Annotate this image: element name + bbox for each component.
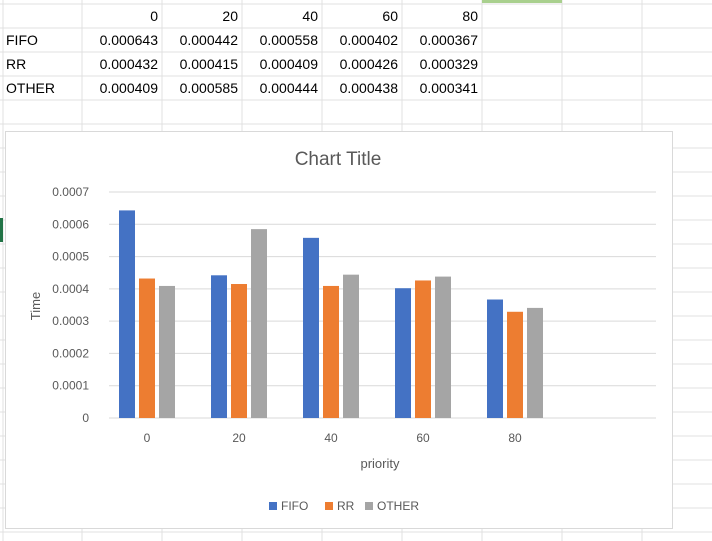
x-tick-label: 0 bbox=[144, 431, 151, 445]
chart-legend[interactable]: FIFO RR OTHER bbox=[269, 499, 419, 513]
legend-swatch-rr bbox=[325, 502, 333, 510]
y-tick-label: 0.0005 bbox=[52, 250, 89, 264]
data-cell[interactable]: 0.000409 bbox=[259, 56, 318, 72]
header-cell[interactable]: 60 bbox=[382, 8, 398, 24]
data-cell[interactable]: 0.000426 bbox=[339, 56, 398, 72]
data-cell[interactable]: 0.000442 bbox=[179, 32, 238, 48]
y-axis-ticks: 0 0.0001 0.0002 0.0003 0.0004 0.0005 0.0006 0.0… bbox=[52, 185, 89, 425]
bar-rr-20[interactable] bbox=[231, 284, 247, 418]
y-tick-label: 0.0004 bbox=[52, 282, 89, 296]
header-cell[interactable]: 80 bbox=[462, 8, 478, 24]
x-tick-label: 20 bbox=[232, 431, 246, 445]
data-cell[interactable]: 0.000341 bbox=[419, 80, 478, 96]
header-cell[interactable]: 20 bbox=[222, 8, 238, 24]
header-cell[interactable]: 40 bbox=[302, 8, 318, 24]
chart-canvas: Chart Title priority Time 00.00010.00020… bbox=[28, 149, 656, 513]
data-cell[interactable]: 0.000432 bbox=[99, 56, 158, 72]
legend-label-fifo[interactable]: FIFO bbox=[281, 499, 308, 513]
chart-gridlines bbox=[109, 191, 656, 419]
bar-rr-60[interactable] bbox=[415, 280, 431, 418]
y-tick-label: 0 bbox=[82, 411, 89, 425]
legend-label-other[interactable]: OTHER bbox=[377, 499, 419, 513]
data-cell[interactable]: 0.000409 bbox=[99, 80, 158, 96]
data-cell[interactable]: 0.000558 bbox=[259, 32, 318, 48]
bar-other-40[interactable] bbox=[343, 274, 359, 418]
header-cell[interactable]: 0 bbox=[150, 8, 158, 24]
y-tick-label: 0.0007 bbox=[52, 185, 89, 199]
x-tick-label: 60 bbox=[416, 431, 430, 445]
x-tick-label: 80 bbox=[508, 431, 522, 445]
y-tick-label: 0.0006 bbox=[52, 217, 89, 231]
bar-fifo-80[interactable] bbox=[487, 299, 503, 418]
bar-other-60[interactable] bbox=[435, 276, 451, 418]
bar-other-80[interactable] bbox=[527, 307, 543, 418]
bar-fifo-0[interactable] bbox=[119, 210, 135, 418]
active-row-marker bbox=[0, 218, 3, 242]
bar-rr-0[interactable] bbox=[139, 278, 155, 418]
legend-swatch-other bbox=[365, 502, 373, 510]
bar-fifo-40[interactable] bbox=[303, 237, 319, 418]
chart-bars bbox=[119, 210, 543, 418]
y-axis-label[interactable]: Time bbox=[28, 292, 43, 320]
data-cell[interactable]: 0.000367 bbox=[419, 32, 478, 48]
bar-rr-40[interactable] bbox=[323, 285, 339, 418]
data-cell[interactable]: 0.000402 bbox=[339, 32, 398, 48]
legend-swatch-fifo bbox=[269, 502, 277, 510]
bar-other-0[interactable] bbox=[159, 285, 175, 418]
data-cell[interactable]: 0.000444 bbox=[259, 80, 318, 96]
data-cell[interactable]: 0.000585 bbox=[179, 80, 238, 96]
data-cell[interactable]: 0.000329 bbox=[419, 56, 478, 72]
legend-label-rr[interactable]: RR bbox=[337, 499, 355, 513]
y-tick-label: 0.0003 bbox=[52, 314, 89, 328]
bar-fifo-20[interactable] bbox=[211, 275, 227, 418]
data-cell[interactable]: 0.000643 bbox=[99, 32, 158, 48]
row-label[interactable]: FIFO bbox=[6, 32, 38, 48]
y-tick-label: 0.0002 bbox=[52, 346, 89, 360]
chart-title[interactable]: Chart Title bbox=[295, 149, 382, 170]
data-cell[interactable]: 0.000415 bbox=[179, 56, 238, 72]
selected-column-marker bbox=[482, 0, 562, 3]
row-label[interactable]: RR bbox=[6, 56, 27, 72]
x-axis-label[interactable]: priority bbox=[360, 456, 400, 471]
row-label[interactable]: OTHER bbox=[6, 80, 55, 96]
x-axis-ticks: 0 20 40 60 80 bbox=[144, 431, 522, 445]
bar-chart[interactable]: Chart Title priority Time 0 0.0001 0.0002 0… bbox=[5, 131, 673, 529]
bar-other-20[interactable] bbox=[251, 229, 267, 418]
bar-fifo-60[interactable] bbox=[395, 288, 411, 418]
x-tick-label: 40 bbox=[324, 431, 338, 445]
bar-rr-80[interactable] bbox=[507, 311, 523, 418]
y-tick-label: 0.0001 bbox=[52, 379, 89, 393]
data-cell[interactable]: 0.000438 bbox=[339, 80, 398, 96]
